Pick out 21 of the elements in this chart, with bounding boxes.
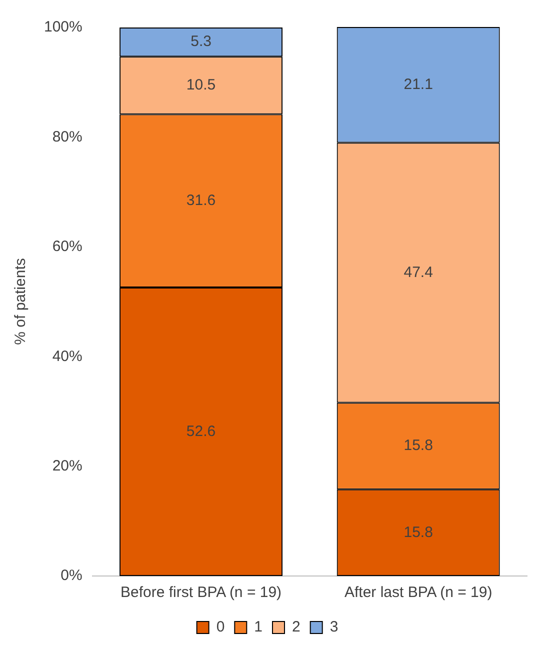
data-label: 31.6 xyxy=(186,192,216,209)
data-label: 52.6 xyxy=(186,422,216,440)
legend-label: 3 xyxy=(330,618,338,636)
x-tick-label: After last BPA (n = 19) xyxy=(344,584,492,602)
data-label: 5.3 xyxy=(190,33,212,50)
legend-label: 1 xyxy=(254,618,262,636)
y-tick-label: 60% xyxy=(52,238,82,256)
legend-label: 0 xyxy=(216,618,225,636)
y-tick-label: 100% xyxy=(44,18,82,36)
data-label: 15.8 xyxy=(404,524,433,541)
y-tick-label: 40% xyxy=(52,348,82,365)
y-tick-label: 0% xyxy=(60,567,82,584)
x-tick-label: Before first BPA (n = 19) xyxy=(120,584,282,602)
data-label: 47.4 xyxy=(404,264,433,281)
data-label: 15.8 xyxy=(404,437,433,454)
y-tick-label: 20% xyxy=(52,457,82,474)
data-label: 10.5 xyxy=(186,76,216,94)
y-tick-label: 80% xyxy=(52,128,82,146)
legend-label: 2 xyxy=(292,618,300,636)
data-label: 21.1 xyxy=(404,76,433,93)
y-axis-title: % of patients xyxy=(12,258,30,345)
